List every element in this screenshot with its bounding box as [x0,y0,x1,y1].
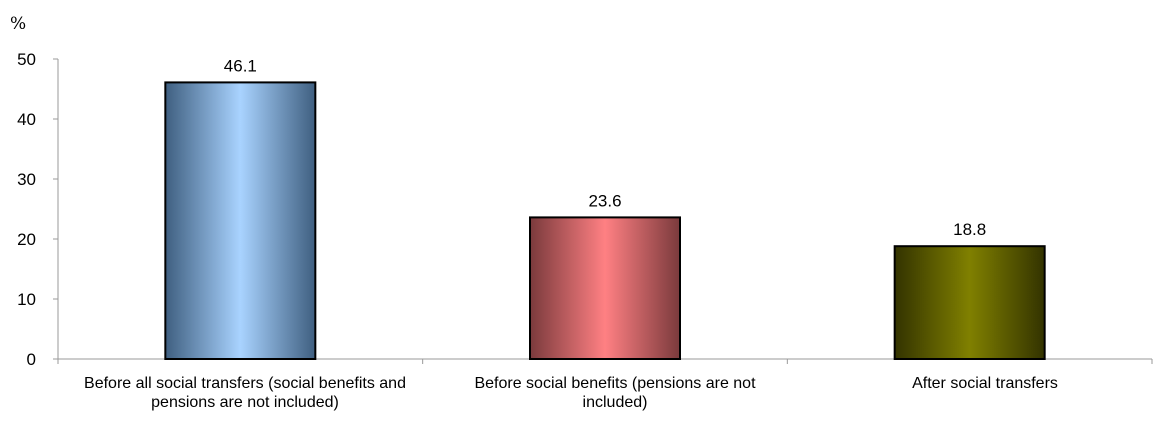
category-label: After social transfers [912,375,1058,392]
y-axis-unit-label: % [10,14,27,34]
data-labels: 46.1 23.6 18.8 [224,56,986,239]
y-tick-label: 50 [17,50,36,69]
y-tick-label: 0 [27,350,36,369]
bar-value-label: 46.1 [224,56,257,75]
bars [164,81,1046,361]
y-tick-label: 20 [17,230,36,249]
bar [529,216,681,360]
y-tick-label: 30 [17,170,36,189]
category-label: Before all social transfers (social bene… [84,375,406,411]
bar-value-label: 18.8 [953,220,986,239]
y-tick-label: 40 [17,110,36,129]
bar [164,81,317,361]
bar [893,245,1046,360]
category-label: Before social benefits (pensions are not… [474,375,756,411]
y-tick-label: 10 [17,290,36,309]
bar-value-label: 23.6 [588,191,621,210]
